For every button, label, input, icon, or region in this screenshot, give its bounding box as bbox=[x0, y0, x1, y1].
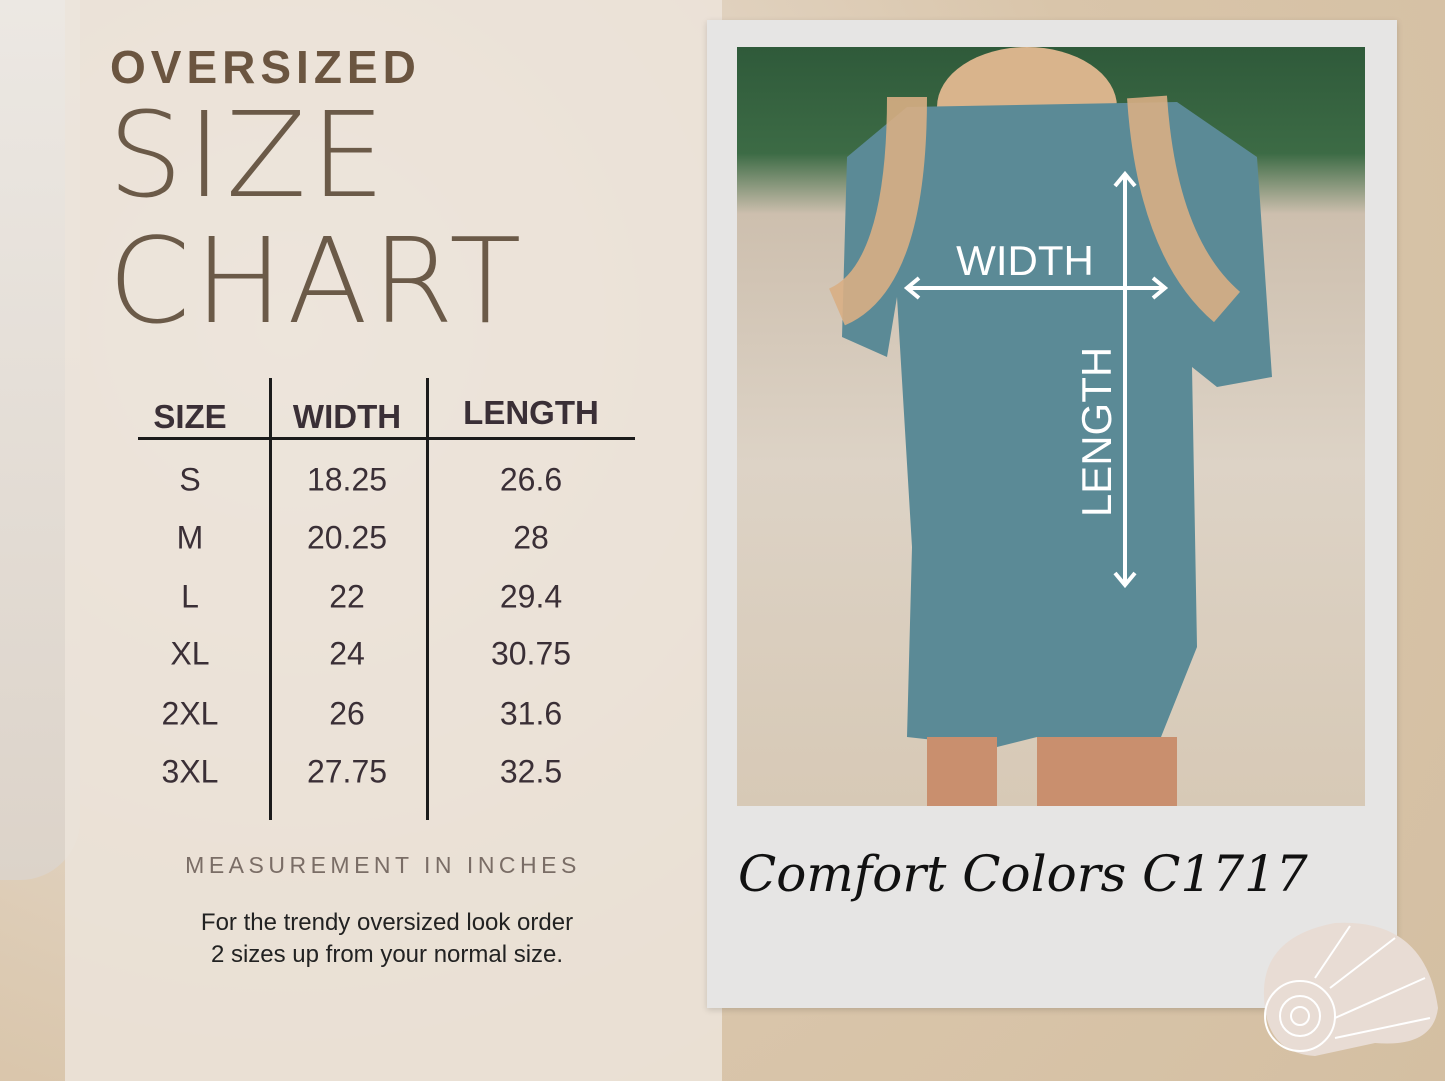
size-cell: S bbox=[179, 461, 201, 498]
width-cell: 27.75 bbox=[306, 753, 388, 790]
width-cell: 24 bbox=[329, 635, 365, 672]
length-cell: 28 bbox=[513, 519, 549, 556]
hair-strands bbox=[828, 95, 1241, 326]
length-cell: 32.5 bbox=[499, 753, 563, 790]
width-cell: 18.25 bbox=[306, 461, 388, 498]
length-cell: 30.75 bbox=[490, 635, 572, 672]
width-cell: 22 bbox=[329, 578, 365, 615]
measurement-arrows bbox=[903, 170, 1169, 589]
units-note: MEASUREMENT IN INCHES bbox=[185, 852, 581, 878]
column-divider bbox=[269, 378, 272, 820]
size-cell: 2XL bbox=[161, 695, 219, 732]
column-header-length: LENGTH bbox=[463, 394, 599, 431]
shirt-illustration: WIDTH LENGTH bbox=[828, 47, 1272, 806]
heading-oversized: OVERSIZED bbox=[110, 41, 421, 93]
leg bbox=[1037, 737, 1177, 806]
tip-line-2: 2 sizes up from your normal size. bbox=[210, 941, 564, 968]
t-shirt bbox=[842, 102, 1272, 747]
length-cell: 26.6 bbox=[499, 461, 563, 498]
length-cell: 29.4 bbox=[499, 578, 563, 615]
size-cell: XL bbox=[170, 635, 210, 672]
column-header-width: WIDTH bbox=[292, 398, 402, 435]
leg bbox=[927, 737, 997, 806]
model-photo: WIDTH LENGTH bbox=[737, 47, 1365, 806]
length-cell: 31.6 bbox=[499, 695, 563, 732]
brand-signature: Comfort Colors C1717 bbox=[738, 845, 1308, 903]
width-cell: 20.25 bbox=[306, 519, 388, 556]
size-cell: 3XL bbox=[161, 753, 219, 790]
column-divider bbox=[426, 378, 429, 820]
heading-chart: CHART bbox=[108, 212, 526, 350]
width-label: WIDTH bbox=[956, 237, 1094, 284]
column-header-size: SIZE bbox=[153, 398, 227, 435]
heading-size: SIZE bbox=[108, 86, 390, 224]
header-divider bbox=[138, 437, 635, 440]
size-chart-panel bbox=[65, 0, 722, 1081]
size-cell: M bbox=[176, 519, 204, 556]
length-label: LENGTH bbox=[1073, 347, 1120, 517]
tip-line-1: For the trendy oversized look order bbox=[200, 909, 574, 936]
size-cell: L bbox=[181, 578, 199, 615]
seashell-icon bbox=[1263, 922, 1438, 1056]
width-cell: 26 bbox=[329, 695, 365, 732]
